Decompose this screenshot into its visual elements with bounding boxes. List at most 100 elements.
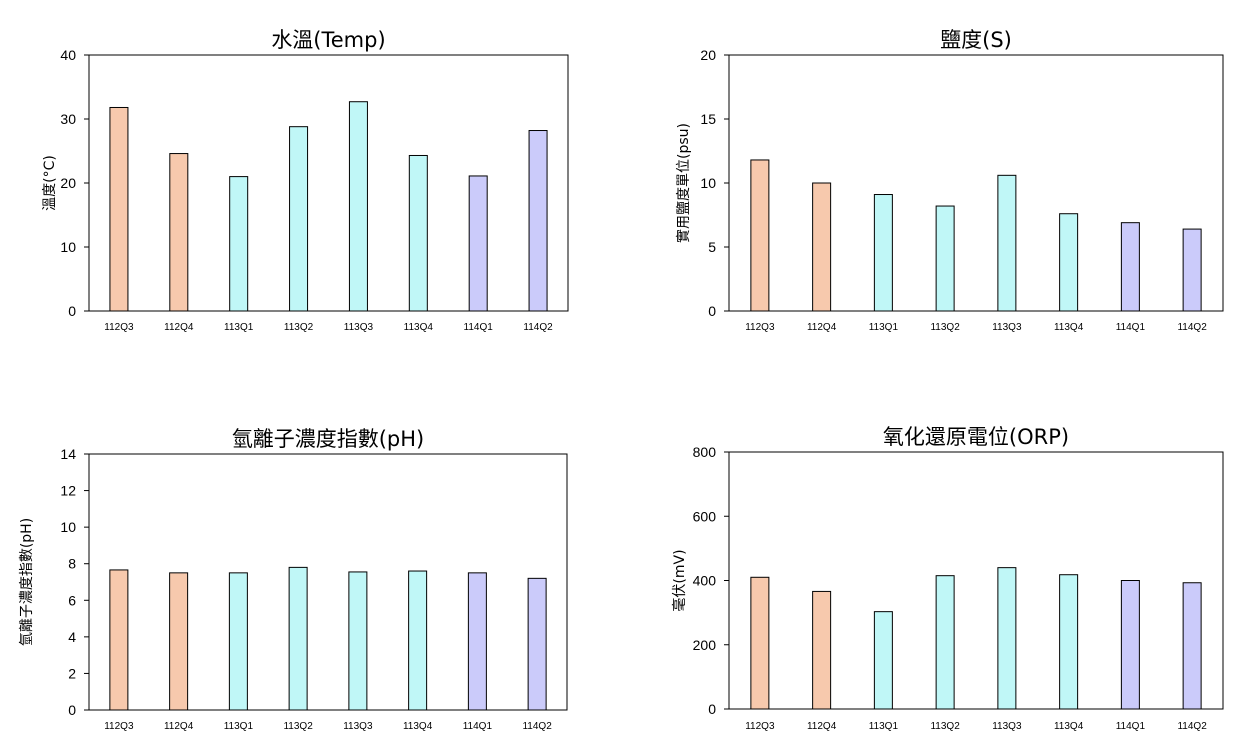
bar-113Q4 [408,154,428,312]
y-tick-label: 0 [68,303,76,319]
y-tick-label: 2 [68,665,76,681]
x-tick-label: 112Q3 [745,322,775,333]
chart-panel-3: 氧化還原電位(ORP) 毫伏(mV) 0 200 400 600 800 112Q3 112Q4… [671,425,1224,732]
bar-113Q1 [873,194,893,312]
x-tick-label: 113Q2 [930,322,960,333]
chart-panel-2: 氫離子濃度指數(pH) 氫離子濃度指數(pH) 0 2 4 6 8 10 12 14 112Q3 11… [18,427,568,732]
bar-114Q2 [527,577,547,711]
y-tick-label: 0 [708,701,716,717]
bar-113Q4 [1059,574,1079,710]
y-tick-label: 8 [68,556,76,572]
x-tick-label: 113Q2 [284,322,314,333]
x-tick-label: 112Q3 [104,322,134,333]
bar-113Q1 [873,611,893,710]
x-tick-label: 113Q4 [403,721,433,732]
chart-title: 水溫(Temp) [271,28,385,52]
x-tick-label: 113Q3 [344,322,374,333]
y-axis-label: 氫離子濃度指數(pH) [18,518,35,646]
x-tick-label: 114Q2 [1177,721,1207,732]
y-tick-label: 5 [708,239,716,255]
bar-112Q4 [169,153,189,312]
y-axis-label: 實用鹽度單位(psu) [675,123,692,243]
y-tick-label: 200 [693,637,717,653]
bar-113Q2 [935,575,955,710]
x-tick-label: 113Q4 [1054,721,1084,732]
y-tick-label: 0 [68,702,76,718]
bar-114Q2 [1182,582,1202,710]
bar-113Q3 [997,174,1017,312]
y-tick-label: 800 [693,444,717,460]
x-tick-label: 114Q1 [1116,721,1146,732]
bar-113Q1 [229,176,249,312]
x-tick-label: 114Q2 [522,721,552,732]
x-tick-label: 113Q3 [343,721,373,732]
bar-113Q2 [288,566,308,711]
chart-title: 氧化還原電位(ORP) [883,425,1069,449]
bar-114Q1 [1120,222,1140,312]
bar-113Q3 [997,567,1017,710]
bar-113Q3 [348,571,368,711]
plot-area-frame [728,451,1224,710]
y-tick-label: 10 [700,175,716,191]
y-tick-label: 20 [60,175,76,191]
y-tick-label: 10 [60,239,76,255]
y-tick-label: 20 [700,47,716,63]
y-tick-label: 0 [708,303,716,319]
y-tick-label: 10 [60,519,76,535]
y-tick-label: 14 [60,446,76,462]
bar-112Q3 [750,159,770,312]
y-axis-label: 毫伏(mV) [671,549,688,611]
x-tick-label: 114Q1 [1116,322,1146,333]
x-tick-label: 113Q4 [1054,322,1084,333]
y-tick-label: 40 [60,47,76,63]
bar-112Q4 [812,590,832,710]
x-tick-label: 112Q3 [745,721,775,732]
y-tick-label: 400 [693,573,717,589]
bar-112Q3 [750,576,770,710]
bar-112Q4 [812,182,832,312]
x-tick-label: 113Q1 [224,721,254,732]
bar-114Q1 [468,175,488,312]
x-tick-label: 112Q4 [807,322,837,333]
x-tick-label: 113Q1 [869,721,899,732]
bar-112Q3 [109,106,129,312]
x-tick-label: 113Q4 [404,322,434,333]
x-tick-label: 113Q2 [930,721,960,732]
bar-112Q3 [109,569,129,711]
x-tick-label: 113Q3 [992,322,1022,333]
x-tick-label: 113Q2 [283,721,313,732]
bar-113Q2 [289,126,309,312]
x-tick-label: 114Q1 [464,322,494,333]
bar-114Q2 [528,130,548,312]
bar-114Q2 [1182,228,1202,312]
y-tick-label: 6 [68,592,76,608]
x-tick-label: 114Q2 [1177,322,1207,333]
plot-area-frame [728,54,1224,312]
x-tick-label: 114Q1 [463,721,493,732]
x-tick-label: 113Q3 [992,721,1022,732]
plot-area-frame [88,54,569,312]
x-tick-label: 113Q1 [224,322,254,333]
bar-112Q4 [169,572,189,711]
plot-area-frame [88,453,568,711]
y-axis-label: 溫度(°C) [42,155,58,211]
y-tick-label: 30 [60,111,76,127]
y-tick-label: 4 [68,629,76,645]
x-tick-label: 113Q1 [869,322,899,333]
y-tick-label: 15 [700,111,716,127]
chart-title: 鹽度(S) [940,28,1012,52]
bar-113Q4 [1059,213,1079,312]
y-tick-label: 600 [693,508,717,524]
x-tick-label: 112Q4 [164,721,194,732]
chart-title: 氫離子濃度指數(pH) [232,427,425,451]
bar-113Q3 [348,101,368,312]
x-tick-label: 112Q3 [104,721,134,732]
bar-113Q1 [228,572,248,711]
y-tick-label: 12 [60,483,76,499]
chart-panel-0: 水溫(Temp) 溫度(°C) 0 10 20 30 40 112Q3 112Q4 113Q1 11… [42,28,569,333]
x-tick-label: 114Q2 [523,322,553,333]
chart-panel-1: 鹽度(S) 實用鹽度單位(psu) 0 5 10 15 20 112Q3 112Q4 113Q1 1… [675,28,1224,333]
x-tick-label: 112Q4 [164,322,194,333]
bar-114Q1 [1120,580,1140,710]
